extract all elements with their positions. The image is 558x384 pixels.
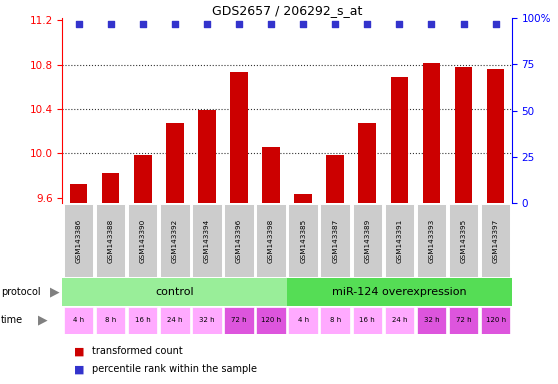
Point xyxy=(427,20,436,26)
Text: transformed count: transformed count xyxy=(92,346,182,356)
Bar xyxy=(422,63,440,203)
Text: miR-124 overexpression: miR-124 overexpression xyxy=(332,287,466,297)
Text: 16 h: 16 h xyxy=(359,317,375,323)
Bar xyxy=(391,77,408,203)
Text: GSM143386: GSM143386 xyxy=(75,218,81,263)
Text: GSM143391: GSM143391 xyxy=(396,218,402,263)
Text: 8 h: 8 h xyxy=(105,317,116,323)
Point xyxy=(267,20,276,26)
Bar xyxy=(481,306,511,334)
Bar xyxy=(481,204,511,277)
Bar xyxy=(256,306,286,334)
Text: 4 h: 4 h xyxy=(297,317,309,323)
Text: GSM143390: GSM143390 xyxy=(140,218,146,263)
Point xyxy=(106,20,115,26)
Bar xyxy=(326,156,344,203)
Bar xyxy=(353,204,382,277)
Point xyxy=(299,20,307,26)
Bar xyxy=(224,306,254,334)
Point xyxy=(203,20,211,26)
Bar xyxy=(262,147,280,203)
Bar xyxy=(198,110,216,203)
Text: GSM143395: GSM143395 xyxy=(460,218,466,263)
Point xyxy=(234,20,243,26)
Point xyxy=(491,20,500,26)
Title: GDS2657 / 206292_s_at: GDS2657 / 206292_s_at xyxy=(212,4,362,17)
Bar xyxy=(256,204,286,277)
Point xyxy=(138,20,147,26)
Bar xyxy=(192,204,222,277)
Text: 72 h: 72 h xyxy=(231,317,247,323)
Text: 4 h: 4 h xyxy=(73,317,84,323)
Text: 32 h: 32 h xyxy=(424,317,439,323)
Text: protocol: protocol xyxy=(1,287,41,297)
Bar xyxy=(287,278,512,306)
Text: GSM143389: GSM143389 xyxy=(364,218,371,263)
Bar xyxy=(320,306,350,334)
Bar xyxy=(487,69,504,203)
Bar xyxy=(288,306,318,334)
Point xyxy=(395,20,404,26)
Bar xyxy=(62,278,287,306)
Text: time: time xyxy=(1,315,23,325)
Bar xyxy=(230,72,248,203)
Text: 120 h: 120 h xyxy=(261,317,281,323)
Point xyxy=(74,20,83,26)
Bar xyxy=(384,306,414,334)
Bar xyxy=(134,156,152,203)
Text: 32 h: 32 h xyxy=(199,317,215,323)
Bar xyxy=(160,204,190,277)
Text: GSM143394: GSM143394 xyxy=(204,218,210,263)
Point xyxy=(331,20,340,26)
Bar xyxy=(160,306,190,334)
Bar xyxy=(455,67,473,203)
Bar xyxy=(64,306,93,334)
Bar xyxy=(417,204,446,277)
Bar xyxy=(64,204,93,277)
Bar xyxy=(96,204,126,277)
Text: GSM143385: GSM143385 xyxy=(300,218,306,263)
Text: GSM143388: GSM143388 xyxy=(108,218,114,263)
Bar xyxy=(128,204,157,277)
Bar xyxy=(128,306,157,334)
Text: ▶: ▶ xyxy=(38,314,47,326)
Text: 24 h: 24 h xyxy=(167,317,182,323)
Text: 72 h: 72 h xyxy=(456,317,472,323)
Bar xyxy=(384,204,414,277)
Text: ▶: ▶ xyxy=(50,286,60,298)
Text: GSM143387: GSM143387 xyxy=(332,218,338,263)
Text: GSM143392: GSM143392 xyxy=(172,218,178,263)
Bar xyxy=(358,123,376,203)
Bar xyxy=(320,204,350,277)
Text: ■: ■ xyxy=(74,346,84,356)
Text: control: control xyxy=(156,287,194,297)
Bar xyxy=(353,306,382,334)
Bar xyxy=(96,306,126,334)
Text: ■: ■ xyxy=(74,364,84,374)
Text: GSM143396: GSM143396 xyxy=(236,218,242,263)
Bar xyxy=(102,173,119,203)
Bar xyxy=(294,194,312,203)
Text: GSM143398: GSM143398 xyxy=(268,218,274,263)
Text: 16 h: 16 h xyxy=(135,317,151,323)
Point xyxy=(363,20,372,26)
Text: percentile rank within the sample: percentile rank within the sample xyxy=(92,364,257,374)
Text: GSM143393: GSM143393 xyxy=(429,218,435,263)
Bar xyxy=(449,306,478,334)
Text: 24 h: 24 h xyxy=(392,317,407,323)
Bar xyxy=(192,306,222,334)
Point xyxy=(170,20,179,26)
Text: GSM143397: GSM143397 xyxy=(493,218,499,263)
Bar xyxy=(449,204,478,277)
Text: 120 h: 120 h xyxy=(485,317,506,323)
Point xyxy=(459,20,468,26)
Bar xyxy=(224,204,254,277)
Bar xyxy=(288,204,318,277)
Bar xyxy=(70,184,88,203)
Text: 8 h: 8 h xyxy=(330,317,341,323)
Bar xyxy=(166,123,184,203)
Bar xyxy=(417,306,446,334)
